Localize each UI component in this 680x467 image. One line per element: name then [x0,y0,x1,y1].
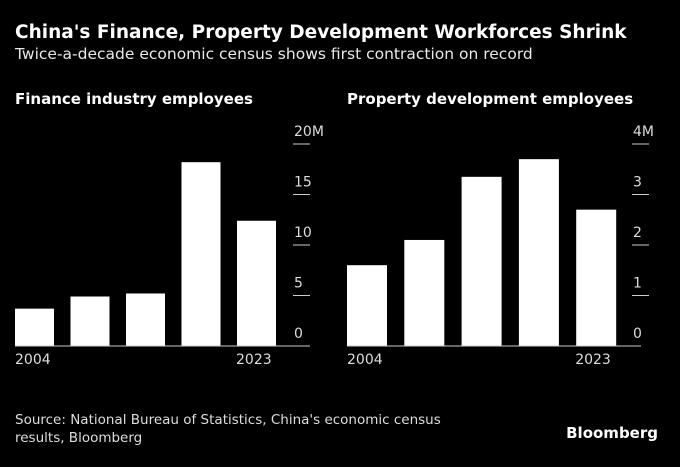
bar-2004 [347,265,387,346]
x-tick-label: 2023 [575,352,611,368]
y-tick-label: 10 [294,225,312,241]
x-tick-label: 2023 [236,352,272,368]
page-subtitle: Twice-a-decade economic census shows fir… [15,45,533,63]
x-tick-label: 2004 [15,352,51,368]
y-tick-label: 1 [633,276,642,292]
y-tick-label: 20M [294,124,324,140]
y-tick-label: 0 [633,326,642,342]
bar-2013 [461,176,502,346]
bar-2023 [576,209,617,346]
source-note: Source: National Bureau of Statistics, C… [15,412,441,446]
page-title: China's Finance, Property Development Wo… [15,22,627,43]
bar-2008 [70,296,110,346]
y-tick-label: 15 [294,175,312,191]
bloomberg-logo: Bloomberg [566,424,658,442]
bar-2018 [181,162,221,346]
property-chart-title: Property development employees [347,90,634,108]
y-tick-label: 3 [633,175,642,191]
x-tick-label: 2004 [347,352,383,368]
y-tick-label: 2 [633,225,642,241]
y-tick-label: 0 [294,326,303,342]
bar-2018 [518,159,559,346]
y-tick-label: 4M [633,124,654,140]
bar-2013 [126,293,165,346]
y-tick-label: 5 [294,276,303,292]
finance-chart-title: Finance industry employees [15,90,253,108]
bar-2004 [15,308,54,346]
bar-2023 [237,220,276,346]
bar-2008 [404,239,445,346]
